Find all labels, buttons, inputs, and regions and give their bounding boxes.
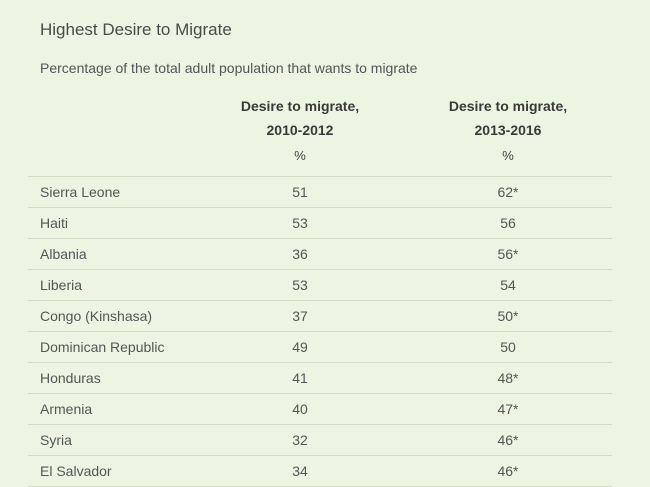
table-row: Sierra Leone 51 62*	[28, 177, 612, 208]
data-table: Desire to migrate, 2010-2012 Desire to m…	[28, 92, 612, 487]
table-row: Honduras 41 48*	[28, 363, 612, 394]
value-2010-2012-cell: 53	[292, 277, 308, 293]
column-header-line1: Desire to migrate,	[240, 98, 360, 114]
value-2010-2012-cell: 49	[292, 339, 308, 355]
country-cell: Honduras	[40, 370, 101, 386]
table-body: Sierra Leone 51 62* Haiti 53 56 Albania 36 56* Li…	[28, 177, 612, 487]
column-unit-2010-2012: %	[294, 148, 306, 163]
value-2010-2012-cell: 51	[292, 184, 308, 200]
value-2013-2016-cell: 50*	[497, 308, 519, 324]
country-cell: Congo (Kinshasa)	[40, 308, 153, 324]
country-cell: Albania	[40, 246, 87, 262]
value-2010-2012-cell: 53	[292, 215, 308, 231]
country-cell: Armenia	[40, 401, 93, 417]
table-row: Dominican Republic 49 50	[28, 332, 612, 363]
value-2010-2012-cell: 34	[292, 463, 308, 479]
column-header-line2: 2010-2012	[266, 122, 334, 138]
country-cell: Syria	[40, 432, 72, 448]
value-2013-2016-cell: 46*	[497, 463, 519, 479]
country-cell: Sierra Leone	[40, 184, 121, 200]
value-2010-2012-cell: 37	[292, 308, 308, 324]
table-header: Desire to migrate, 2010-2012 Desire to m…	[28, 92, 612, 177]
country-cell: Haiti	[40, 215, 69, 231]
value-2010-2012-cell: 36	[292, 246, 308, 262]
column-unit-2013-2016: %	[502, 148, 514, 163]
chart-title: Highest Desire to Migrate	[40, 20, 232, 39]
chart-subtitle: Percentage of the total adult population…	[40, 60, 418, 76]
value-2013-2016-cell: 50	[500, 339, 516, 355]
table-row: Albania 36 56*	[28, 239, 612, 270]
column-header-2013-2016: Desire to migrate, 2013-2016	[424, 94, 592, 142]
value-2013-2016-cell: 54	[500, 277, 516, 293]
country-cell: El Salvador	[40, 463, 112, 479]
value-2010-2012-cell: 41	[292, 370, 308, 386]
value-2013-2016-cell: 46*	[497, 432, 519, 448]
column-header-line1: Desire to migrate,	[448, 98, 568, 114]
value-2013-2016-cell: 48*	[497, 370, 519, 386]
table-row: Congo (Kinshasa) 37 50*	[28, 301, 612, 332]
table-row: Syria 32 46*	[28, 425, 612, 456]
value-2010-2012-cell: 32	[292, 432, 308, 448]
value-2010-2012-cell: 40	[292, 401, 308, 417]
country-cell: Liberia	[40, 277, 83, 293]
column-header-line2: 2013-2016	[474, 122, 542, 138]
value-2013-2016-cell: 62*	[497, 184, 519, 200]
table-row: Haiti 53 56	[28, 208, 612, 239]
country-cell: Dominican Republic	[40, 339, 165, 355]
table-row: Liberia 53 54	[28, 270, 612, 301]
value-2013-2016-cell: 56	[500, 215, 516, 231]
value-2013-2016-cell: 47*	[497, 401, 519, 417]
table-row: El Salvador 34 46*	[28, 456, 612, 487]
column-header-2010-2012: Desire to migrate, 2010-2012	[216, 94, 384, 142]
value-2013-2016-cell: 56*	[497, 246, 519, 262]
table-row: Armenia 40 47*	[28, 394, 612, 425]
